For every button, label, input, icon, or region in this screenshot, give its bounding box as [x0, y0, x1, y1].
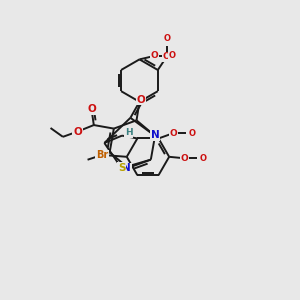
Text: O: O [151, 51, 159, 60]
Text: O: O [181, 154, 188, 163]
Text: O: O [189, 129, 196, 138]
Text: O: O [73, 127, 82, 136]
Text: O: O [163, 34, 170, 43]
Text: H: H [125, 128, 132, 137]
Text: N: N [122, 164, 131, 173]
Text: O: O [169, 51, 176, 60]
Text: O: O [163, 52, 170, 61]
Text: Br: Br [96, 150, 108, 160]
Text: N: N [151, 130, 159, 140]
Text: O: O [169, 129, 177, 138]
Text: O: O [136, 94, 145, 105]
Text: O: O [200, 154, 207, 163]
Text: O: O [87, 104, 96, 114]
Text: S: S [118, 163, 125, 173]
